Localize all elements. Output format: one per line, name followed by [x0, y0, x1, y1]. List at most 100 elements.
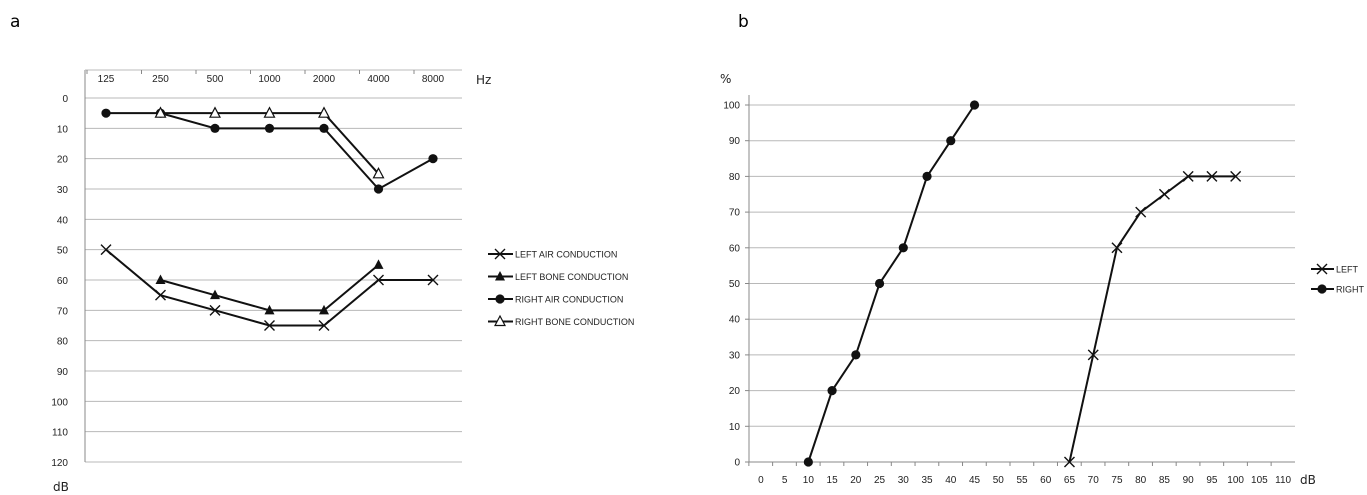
y-tick-label: 0: [734, 458, 740, 469]
x-tick-label: 50: [993, 475, 1005, 486]
legend-label: LEFT: [1336, 265, 1359, 275]
data-point: [264, 320, 275, 331]
data-point: [210, 123, 220, 133]
y-tick-label: 10: [729, 422, 741, 433]
x-tick-label: 55: [1016, 475, 1028, 486]
x-tick-label: 8000: [422, 74, 445, 85]
x-tick-label: 105: [1251, 475, 1268, 486]
y-tick-label: 50: [57, 246, 69, 257]
data-point: [969, 100, 980, 110]
y-tick-label: 100: [51, 397, 68, 408]
data-point: [803, 457, 813, 467]
x-tick-label: 4000: [367, 74, 390, 85]
series-line: [1068, 175, 1236, 463]
legend-marker: [1316, 263, 1328, 275]
x-tick-label: 1000: [258, 74, 281, 85]
data-point: [100, 244, 112, 256]
data-point: [209, 106, 221, 118]
y-tick-label: 20: [57, 155, 69, 166]
y-tick-label: 60: [57, 276, 69, 287]
data-point: [1182, 170, 1194, 182]
legend-marker: [495, 271, 505, 281]
data-point: [318, 320, 330, 331]
data-point: [946, 136, 956, 146]
x-tick-label: 20: [850, 475, 862, 486]
y-tick-label: 80: [57, 337, 69, 348]
data-point: [263, 106, 276, 118]
data-point: [264, 304, 275, 315]
y-tick-label: 40: [729, 315, 741, 326]
x-tick-label: 30: [898, 475, 910, 486]
y-tick-label: 70: [729, 208, 741, 219]
data-point: [1087, 349, 1099, 361]
data-point: [155, 274, 166, 284]
y-tick-label: 20: [729, 386, 741, 397]
x-tick-label: 80: [1135, 475, 1147, 486]
x-tick-label: 70: [1088, 475, 1100, 486]
x-unit-label: Hz: [476, 73, 491, 87]
data-point: [827, 386, 837, 396]
y-tick-label: 30: [57, 185, 69, 196]
data-point: [101, 108, 111, 118]
x-tick-label: 2000: [313, 74, 336, 85]
x-tick-label: 95: [1206, 475, 1218, 486]
data-point: [1063, 456, 1075, 468]
data-point: [373, 259, 384, 269]
data-point: [1111, 242, 1123, 254]
y-tick-label: 90: [57, 367, 69, 378]
x-tick-label: 0: [758, 475, 764, 486]
series-line: [807, 104, 976, 463]
x-tick-label: 250: [152, 74, 169, 85]
x-tick-label: 10: [803, 475, 815, 486]
data-point: [373, 184, 384, 194]
data-point: [154, 106, 167, 118]
data-point: [874, 278, 885, 289]
y-unit-label: dB: [53, 480, 69, 494]
data-point: [1206, 170, 1218, 182]
x-tick-label: 40: [945, 475, 957, 486]
data-point: [319, 304, 329, 315]
data-point: [428, 154, 438, 164]
data-point: [427, 274, 439, 286]
legend-label: RIGHT: [1336, 285, 1365, 295]
x-tick-label: 35: [921, 475, 933, 486]
y-tick-label: 10: [57, 124, 69, 135]
panel-a-letter: a: [10, 12, 21, 32]
y-tick-label: 30: [729, 350, 741, 361]
data-point: [373, 274, 384, 286]
x-tick-label: 60: [1040, 475, 1052, 486]
y-tick-label: 100: [723, 101, 740, 112]
x-tick-label: 500: [207, 74, 224, 85]
y-tick-label: 110: [52, 428, 68, 439]
x-tick-label: 75: [1111, 475, 1123, 486]
legend-marker: [494, 248, 506, 260]
legend-label: RIGHT AIR CONDUCTION: [515, 295, 623, 305]
x-tick-label: 90: [1183, 475, 1195, 486]
data-point: [1158, 188, 1170, 200]
x-tick-label: 15: [827, 475, 839, 486]
data-point: [209, 304, 221, 316]
x-tick-label: 65: [1064, 475, 1076, 486]
panel-b-letter: b: [738, 12, 749, 32]
data-point: [1230, 170, 1242, 182]
x-tick-label: 25: [874, 475, 886, 486]
x-unit-label: dB: [1300, 473, 1316, 487]
legend-label: LEFT AIR CONDUCTION: [515, 250, 617, 260]
y-tick-label: 90: [729, 136, 741, 147]
data-point: [1135, 206, 1147, 218]
legend-marker: [494, 314, 506, 327]
data-point: [155, 289, 166, 301]
data-point: [372, 167, 385, 179]
data-point: [898, 243, 908, 253]
y-unit-label: %: [720, 72, 731, 86]
data-point: [319, 123, 329, 133]
data-point: [210, 289, 220, 300]
x-tick-label: 125: [98, 74, 115, 85]
x-tick-label: 45: [969, 475, 981, 486]
legend-label: LEFT BONE CONDUCTION: [515, 272, 628, 282]
x-tick-label: 85: [1159, 475, 1171, 486]
y-tick-label: 50: [729, 279, 741, 290]
x-tick-label: 5: [782, 475, 788, 486]
data-point: [922, 171, 932, 181]
